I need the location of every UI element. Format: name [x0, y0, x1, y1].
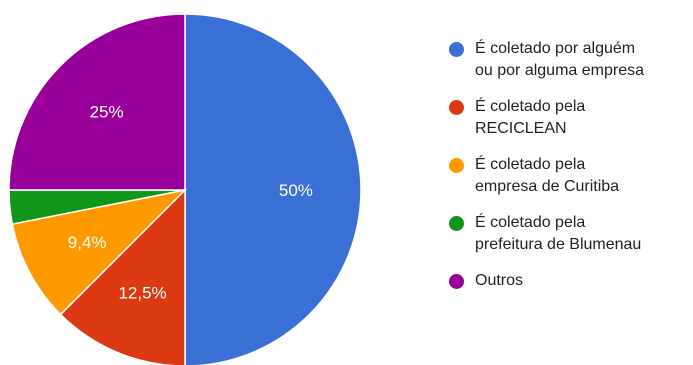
legend-item-2[interactable]: É coletado pela RECICLEAN	[449, 96, 693, 140]
legend-swatch-icon	[449, 158, 464, 173]
legend-item-4[interactable]: É coletado pela prefeitura de Blumenau	[449, 212, 693, 256]
legend-swatch-icon	[449, 216, 464, 231]
pie-slice-5[interactable]	[8, 13, 186, 191]
slice-label-2: 12,5%	[118, 283, 166, 302]
legend-label: É coletado pela empresa de Curitiba	[475, 156, 620, 195]
legend-label: Outros	[475, 272, 524, 289]
legend-swatch-icon	[449, 274, 464, 289]
legend-label: É coletado pela prefeitura de Blumenau	[475, 214, 642, 253]
slice-label-3: 9,4%	[68, 233, 107, 252]
slice-label-5: 25%	[90, 103, 124, 122]
slice-label-1: 50%	[279, 181, 313, 200]
legend-swatch-icon	[449, 42, 464, 57]
pie-chart: 50% 12,5% 9,4% 25%	[8, 13, 362, 365]
legend-swatch-icon	[449, 100, 464, 115]
legend-item-1[interactable]: É coletado por alguém ou por alguma empr…	[449, 38, 693, 82]
legend: É coletado por alguém ou por alguma empr…	[449, 38, 693, 306]
pie-slice-1[interactable]	[184, 13, 362, 365]
pie-slice-3[interactable]	[11, 188, 188, 316]
legend-item-5[interactable]: Outros	[449, 270, 693, 292]
legend-item-3[interactable]: É coletado pela empresa de Curitiba	[449, 154, 693, 198]
legend-label: É coletado pela RECICLEAN	[475, 98, 586, 137]
pie-slice-2[interactable]	[59, 188, 186, 365]
legend-label: É coletado por alguém ou por alguma empr…	[475, 40, 644, 79]
